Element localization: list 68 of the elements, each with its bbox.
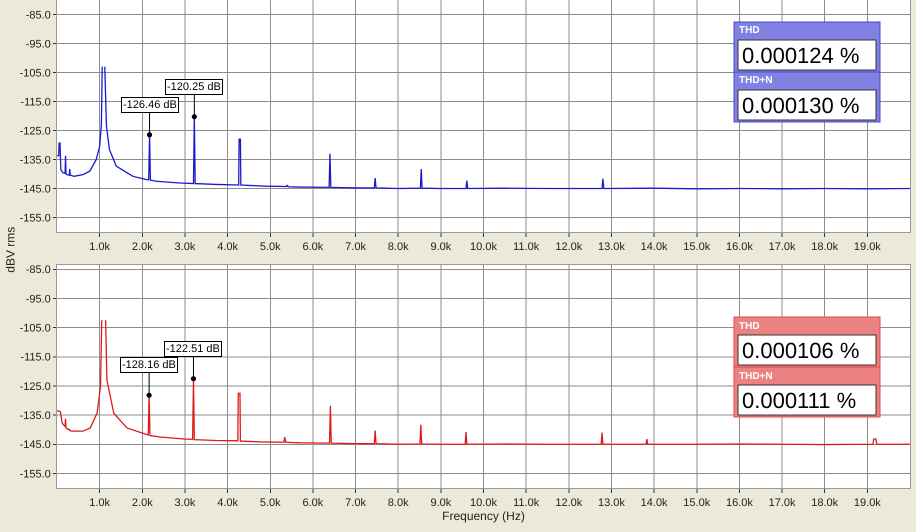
x-tick-label: 19.0k: [854, 497, 882, 510]
y-tick-label: -145.0: [20, 439, 51, 452]
annotation: -122.51 dB: [166, 343, 220, 355]
x-tick-label: 2.0k: [132, 241, 154, 254]
x-tick-label: 9.0k: [430, 241, 452, 254]
x-tick-label: 1.0k: [89, 497, 111, 510]
x-tick-label: 4.0k: [217, 241, 238, 254]
x-tick-label: 8.0k: [388, 497, 410, 510]
y-tick-label: -85.0: [26, 9, 51, 22]
y-tick-label: -155.0: [20, 468, 51, 480]
x-tick-label: 5.0k: [260, 497, 282, 510]
x-tick-label: 8.0k: [388, 241, 410, 254]
x-tick-label: 7.0k: [345, 497, 366, 510]
x-tick-label: 18.0k: [811, 497, 839, 510]
x-axis-title: Frequency (Hz): [442, 509, 525, 524]
x-tick-label: 1.0k: [89, 241, 111, 254]
x-tick-label: 15.0k: [683, 497, 711, 510]
y-tick-label: -95.0: [26, 293, 51, 306]
x-tick-label: 11.0k: [513, 497, 540, 510]
x-tick-label: 5.0k: [260, 241, 282, 254]
y-tick-label: -105.0: [20, 322, 51, 335]
x-tick-label: 10.0k: [470, 497, 498, 510]
y-tick-label: -125.0: [20, 125, 51, 138]
annotation: 0.000130 %: [742, 93, 860, 118]
x-tick-label: 13.0k: [598, 241, 626, 254]
annotation: THD: [739, 25, 760, 36]
y-tick-label: -105.0: [20, 67, 51, 80]
x-tick-label: 12.0k: [555, 497, 583, 510]
x-tick-label: 14.0k: [640, 241, 668, 254]
annotation: THD+N: [739, 371, 773, 382]
x-tick-label: 14.0k: [640, 497, 668, 510]
annotation: -126.46 dB: [123, 99, 177, 111]
x-tick-label: 19.0k: [854, 241, 882, 254]
y-tick-label: -95.0: [26, 38, 51, 50]
y-tick-label: -135.0: [20, 154, 51, 166]
x-tick-label: 3.0k: [174, 497, 196, 510]
x-tick-label: 12.0k: [555, 241, 583, 254]
x-tick-label: 7.0k: [345, 241, 366, 254]
x-tick-label: 6.0k: [302, 497, 324, 510]
x-tick-label: 18.0k: [811, 241, 839, 254]
y-tick-label: -155.0: [20, 212, 51, 224]
y-tick-label: -125.0: [20, 380, 51, 393]
y-tick-label: -145.0: [20, 183, 51, 196]
y-tick-label: -115.0: [20, 352, 51, 364]
annotation: THD: [739, 321, 760, 332]
x-tick-label: 17.0k: [768, 241, 796, 254]
annotation: THD+N: [739, 75, 773, 86]
x-tick-label: 3.0k: [174, 241, 196, 254]
x-tick-label: 9.0k: [430, 497, 452, 510]
x-tick-label: 2.0k: [132, 497, 154, 510]
x-tick-label: 10.0k: [470, 241, 498, 254]
x-tick-label: 13.0k: [598, 497, 626, 510]
annotation: -120.25 dB: [167, 81, 221, 93]
annotation: 0.000124 %: [742, 43, 860, 68]
x-tick-label: 11.0k: [513, 241, 540, 254]
annotation: -128.16 dB: [122, 359, 176, 371]
y-tick-label: -115.0: [20, 96, 51, 108]
x-tick-label: 4.0k: [217, 497, 238, 510]
x-tick-label: 17.0k: [768, 497, 796, 510]
x-tick-label: 6.0k: [302, 241, 324, 254]
x-tick-label: 15.0k: [683, 241, 711, 254]
x-tick-label: 16.0k: [726, 241, 754, 254]
y-tick-label: -85.0: [26, 264, 51, 276]
annotation: 0.000111 %: [742, 388, 856, 413]
y-axis-title: dBV rms: [4, 226, 18, 273]
y-tick-label: -135.0: [20, 410, 51, 422]
annotation: 0.000106 %: [742, 338, 860, 363]
x-tick-label: 16.0k: [726, 497, 754, 510]
